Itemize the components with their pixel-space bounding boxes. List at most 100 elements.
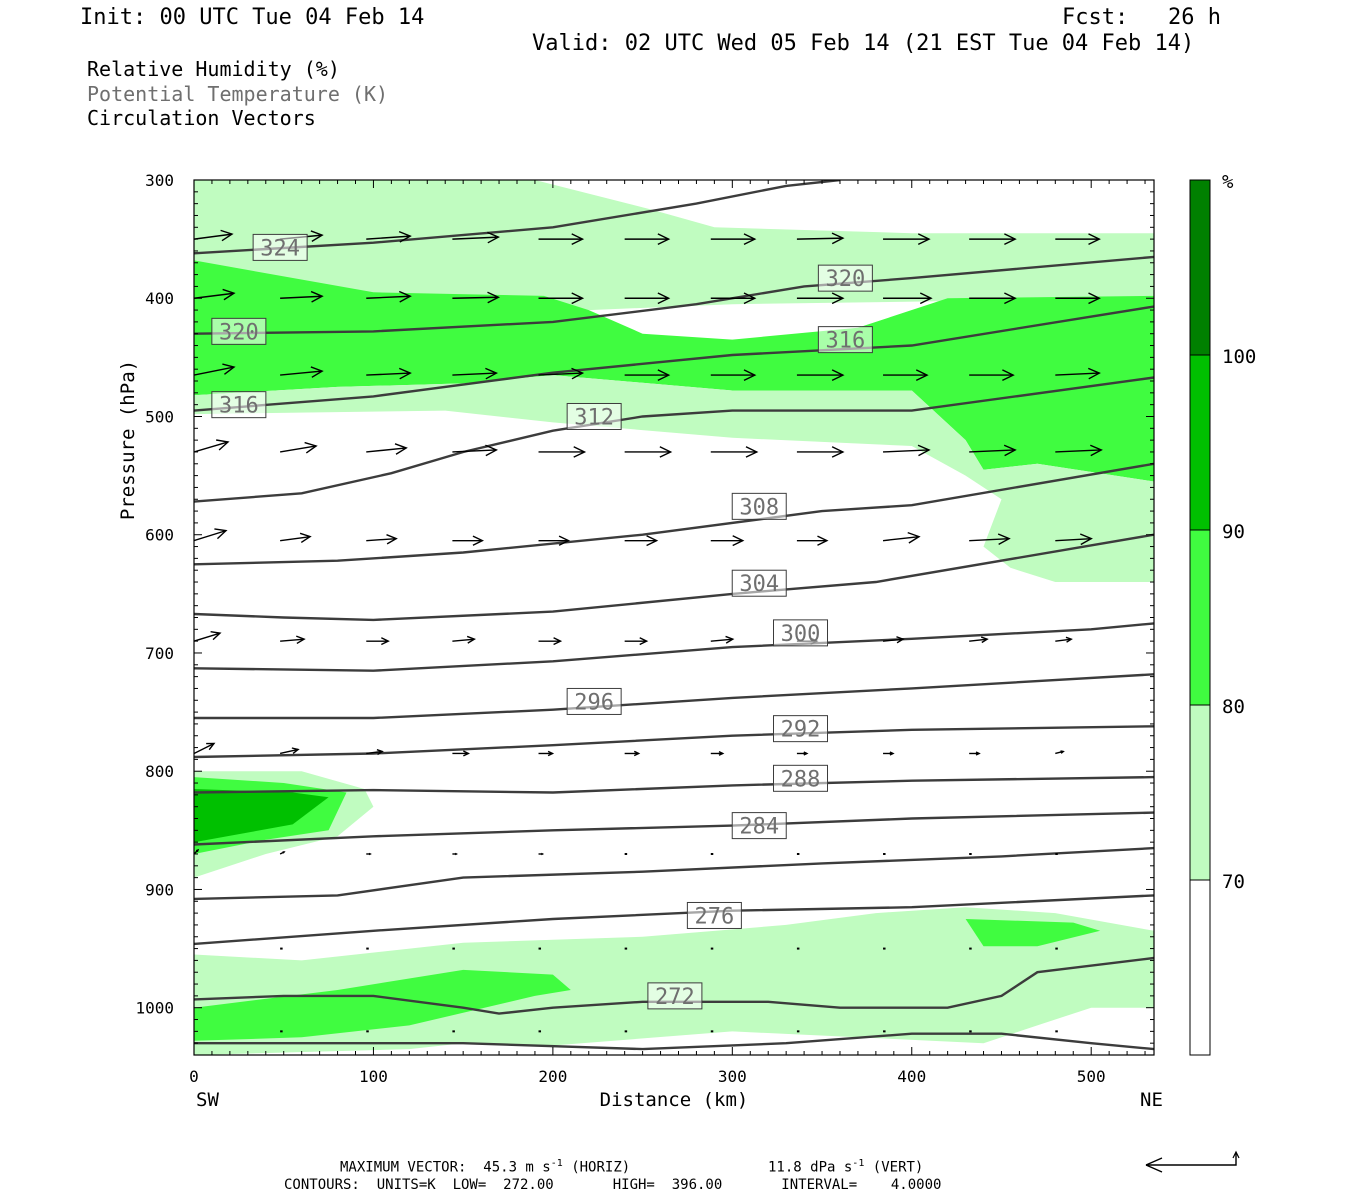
theta-label-box <box>817 326 873 354</box>
vector <box>538 372 583 376</box>
theta-contour-312 <box>194 376 1154 503</box>
contour-info: CONTOURS: UNITS=K LOW= 272.00 HIGH= 396.… <box>284 1177 942 1193</box>
vector-head <box>1065 636 1073 643</box>
vector-head <box>896 636 905 644</box>
vector <box>969 449 1016 453</box>
field-rh-title: Relative Humidity (%) <box>87 57 340 81</box>
vector-head <box>463 750 471 757</box>
vector-head <box>1004 292 1017 305</box>
vector-head <box>1088 233 1101 245</box>
x-axis-title: Distance (km) <box>600 1089 749 1111</box>
colorbar: % 100 90 80 70 <box>1189 171 1256 1056</box>
vector <box>194 441 229 453</box>
colorbar-label-80: 80 <box>1222 696 1245 718</box>
rh-fills <box>194 180 1154 1055</box>
vector-head <box>398 367 412 380</box>
theta-label-288: 288 <box>781 767 821 792</box>
rh-region-80-7 <box>194 969 571 1041</box>
colorbar-label-70: 70 <box>1222 871 1245 893</box>
theta-label-320: 320 <box>219 320 259 345</box>
rh-region-90-5 <box>194 789 329 843</box>
colorbar-segment <box>1189 354 1211 531</box>
vector-head <box>917 444 931 457</box>
colorbar-label-100: 100 <box>1222 346 1256 368</box>
vector-head <box>466 635 476 644</box>
vector-head <box>310 290 324 303</box>
theta-contour-272 <box>194 956 1154 1015</box>
vector-head <box>571 233 585 245</box>
vector <box>366 295 411 299</box>
vector-head <box>743 369 757 381</box>
vector-head <box>547 750 555 757</box>
vector <box>882 535 920 542</box>
vector-head <box>454 852 459 856</box>
vector <box>1055 372 1100 376</box>
vector-head <box>718 751 725 756</box>
max-vector-label: MAXIMUM VECTOR: 45.3 m s-1 (HORIZ) <box>340 1158 631 1176</box>
vector-head <box>553 637 563 646</box>
theta-contours <box>194 180 1154 1051</box>
theta-label-300: 300 <box>781 622 821 647</box>
vector-head <box>216 439 230 451</box>
vector-head <box>386 534 398 545</box>
theta-label-box <box>731 812 787 840</box>
theta-label-316: 316 <box>219 394 259 419</box>
vector-head <box>485 444 499 457</box>
theta-label-296: 296 <box>574 690 614 715</box>
vector-head <box>310 230 324 242</box>
theta-label-292: 292 <box>781 718 821 743</box>
colorbar-segment <box>1189 529 1211 706</box>
max-vert-label: 11.8 dPa s-1 (VERT) <box>768 1158 924 1176</box>
vector-head <box>831 292 845 305</box>
vector <box>366 750 383 755</box>
vector-head <box>1175 294 1184 303</box>
vector-head <box>997 533 1011 546</box>
vector-head <box>646 535 659 547</box>
rh-region-80-1 <box>194 260 1154 482</box>
vector-head <box>195 848 200 853</box>
theta-label-272: 272 <box>655 985 695 1010</box>
vector <box>710 638 733 642</box>
vector-head <box>210 631 222 641</box>
vector-head <box>310 366 324 378</box>
colorbar-unit: % <box>1222 171 1234 193</box>
theta-label-box <box>647 982 703 1010</box>
vector <box>796 237 843 240</box>
vector <box>280 535 311 542</box>
y-tick-label: 300 <box>145 171 174 190</box>
vector-head <box>1002 369 1015 381</box>
vector <box>280 445 317 453</box>
vector-head <box>745 446 759 458</box>
vector-head <box>220 229 234 242</box>
vector <box>969 638 988 642</box>
y-axis-title: Pressure (hPa) <box>117 360 139 520</box>
theta-label-box <box>211 317 267 345</box>
vector <box>194 632 221 642</box>
theta-label-308: 308 <box>739 495 779 520</box>
vector-head <box>485 367 499 380</box>
vector <box>366 372 411 376</box>
theta-label-312: 312 <box>574 405 614 430</box>
vector <box>280 638 305 642</box>
vector-head <box>304 441 318 454</box>
x-tick-label: 500 <box>1077 1067 1106 1086</box>
rh-region-70-2 <box>194 375 1154 582</box>
vector-head <box>917 233 931 245</box>
vector-head <box>296 635 306 645</box>
theta-contour-292 <box>194 725 1154 759</box>
vector-head <box>487 291 501 304</box>
y-tick-label: 500 <box>145 407 174 426</box>
vector-head <box>282 851 286 854</box>
colorbar-segment <box>1189 179 1211 356</box>
vector <box>366 447 407 453</box>
vector-head <box>540 852 545 856</box>
theta-label-box <box>211 391 267 419</box>
vector <box>452 236 499 240</box>
x-tick-label: 100 <box>359 1067 388 1086</box>
vector <box>194 742 215 755</box>
vector-head <box>206 742 216 751</box>
theta-contour-324 <box>194 180 841 255</box>
theta-contour-300 <box>194 622 1154 672</box>
